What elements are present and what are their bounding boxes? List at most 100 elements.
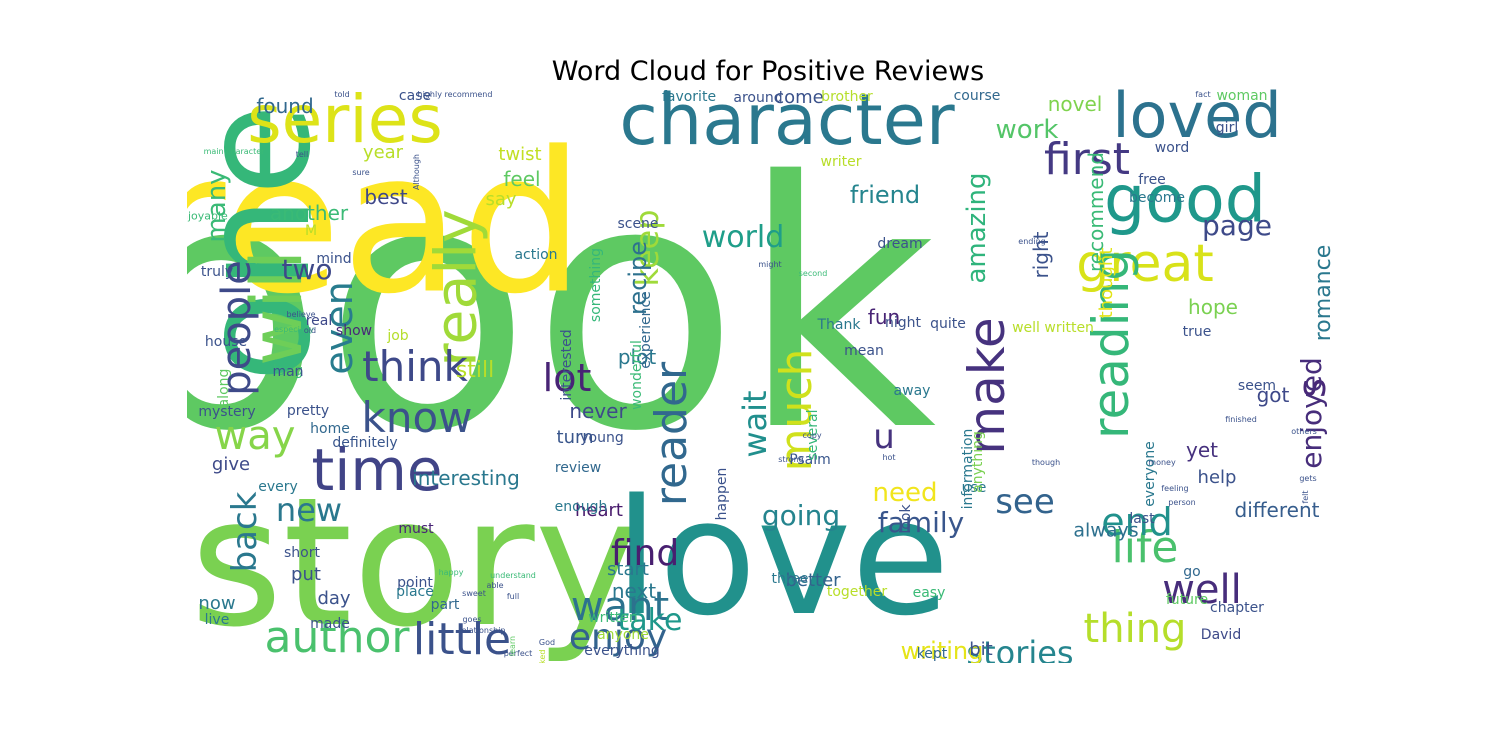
word-feel: feel	[503, 167, 541, 191]
word-true: true	[1182, 324, 1212, 340]
word-woman: woman	[1216, 88, 1268, 104]
word-amazing: amazing	[962, 172, 992, 284]
word-something: something	[588, 247, 604, 323]
word-everyone: everyone	[1142, 441, 1158, 507]
word-learn: learn	[508, 635, 517, 657]
word-felt: felt	[1301, 490, 1310, 504]
word-enjoyed: enjoyed	[1295, 357, 1328, 469]
word-kept: kept	[916, 646, 948, 662]
word-liked: liked	[538, 649, 547, 663]
word-find: find	[610, 533, 680, 574]
word-friend: friend	[849, 181, 921, 209]
word-fact: fact	[1195, 90, 1211, 99]
word-main-character: main character	[203, 147, 265, 156]
word-little: little	[412, 614, 512, 663]
word-think: think	[362, 342, 468, 391]
word-back: back	[225, 491, 265, 573]
word-definitely: definitely	[332, 435, 398, 451]
word-cloud: book read story love one character time series w…	[187, 88, 1342, 663]
word-enjoyable: enjoyable	[187, 209, 228, 223]
word-thought: thought	[1096, 247, 1117, 319]
word-world: world	[701, 220, 785, 255]
word-sweet: sweet	[462, 589, 486, 598]
word-character: character	[619, 88, 955, 161]
word-relationship: relationship	[458, 626, 506, 635]
word-anyone: anyone	[597, 627, 649, 643]
word-enjoy: enjoy	[568, 617, 668, 658]
word-last: last	[1129, 511, 1155, 527]
word-u: u	[873, 417, 895, 457]
word-writer: writer	[820, 154, 862, 170]
word-fun: fun	[867, 305, 901, 329]
word-show: show	[335, 323, 373, 339]
word-understand: understand	[490, 571, 536, 580]
word-person: person	[1168, 498, 1196, 507]
word-review: review	[554, 460, 602, 476]
word-course: course	[953, 88, 1001, 104]
word-mystery: mystery	[198, 404, 256, 420]
word-going: going	[761, 499, 841, 532]
word-along: along	[216, 368, 232, 408]
word-old: old	[303, 326, 317, 335]
word-scene: scene	[617, 216, 659, 232]
word-goes: goes	[462, 615, 482, 624]
word-action: action	[514, 247, 558, 263]
word-strong: strong	[778, 455, 804, 464]
word-many: many	[202, 169, 232, 243]
word-turn: turn	[556, 427, 594, 448]
word-want: want	[570, 584, 670, 630]
word-place: place	[396, 584, 434, 600]
word-part: part	[430, 597, 460, 613]
word-use: use	[961, 480, 987, 496]
word-sure: sure	[352, 168, 370, 177]
word-away: away	[893, 383, 931, 399]
word-must: must	[398, 521, 434, 537]
word-wait: wait	[736, 390, 774, 458]
word-home: home	[310, 421, 350, 437]
word-author: author	[264, 612, 410, 663]
word-give: give	[211, 454, 251, 475]
word-look: look	[898, 504, 914, 534]
word-bit: bit	[969, 639, 993, 660]
word-good: good	[1103, 162, 1267, 238]
word-way: way	[214, 413, 296, 459]
word-better: better	[785, 570, 841, 591]
word-enough: enough	[554, 499, 608, 515]
word-best: best	[364, 185, 408, 209]
word-every: every	[258, 479, 298, 495]
word-hot: hot	[882, 453, 896, 462]
word-stories: stories	[966, 634, 1074, 663]
word-man: man	[272, 364, 304, 380]
word-thing: thing	[1083, 606, 1187, 652]
word-now: now	[198, 593, 236, 614]
word-day: day	[317, 588, 351, 609]
word-see: see	[995, 482, 1055, 522]
word-mind: mind	[316, 251, 352, 267]
word-end: end	[1101, 500, 1173, 544]
chart-title: Word Cloud for Positive Reviews	[551, 56, 985, 87]
word-information: information	[960, 428, 976, 510]
word-come: come	[774, 88, 824, 108]
word-though: though	[1031, 458, 1061, 467]
word-experience: experience	[638, 291, 654, 369]
word-different: different	[1234, 498, 1320, 522]
word-well: well	[1162, 567, 1242, 613]
word-family: family	[877, 506, 965, 539]
word-full: full	[506, 592, 520, 601]
word-life: life	[1111, 522, 1179, 573]
word-next: next	[611, 579, 657, 603]
word-take: take	[617, 603, 683, 638]
word-still: still	[455, 358, 495, 383]
word-three: three	[771, 571, 809, 587]
word-always: always	[1073, 519, 1139, 542]
word-long: long	[272, 363, 304, 379]
word-loved: loved	[1112, 88, 1282, 152]
word-quite: quite	[930, 316, 966, 332]
word-tell: tell	[295, 150, 309, 159]
word-great: great	[1076, 234, 1214, 294]
word-everything: everything	[584, 643, 660, 659]
word-real: real	[305, 313, 333, 329]
word-around: around	[733, 90, 783, 106]
word-heart: heart	[575, 500, 623, 521]
